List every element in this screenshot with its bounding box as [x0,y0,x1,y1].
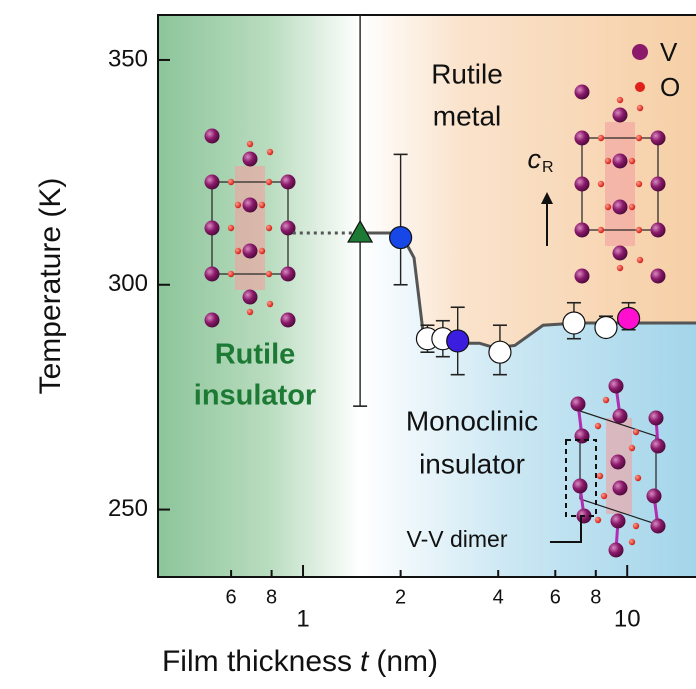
x-tick-label: 6 [226,586,237,608]
x-tick-label: 4 [493,586,504,608]
annotation: V-V dimer [407,526,508,552]
y-tick-label: 350 [108,45,148,72]
annotation: insulator [194,380,316,412]
annotation: Monoclinic [406,405,538,436]
y-tick-label: 300 [108,270,148,297]
x-tick-label: 8 [590,586,601,608]
y-tick-label: 250 [108,495,148,522]
x-axis-title-part: t [360,645,370,678]
marker-circle [563,312,585,334]
x-tick-label: 1 [296,605,309,632]
marker-circle [447,330,469,352]
x-axis-title-part: (nm) [376,645,438,678]
legend-label: O [660,72,680,102]
axis-label-c: c [528,144,542,174]
annotation: Rutile [431,58,503,89]
marker-circle [618,307,640,329]
annotation: Rutile [215,339,296,371]
x-tick-label: 6 [550,586,561,608]
x-axis-title-part: Film thickness [162,645,352,678]
region-rutile-insulator [158,15,360,577]
marker-circle [595,316,617,338]
marker-circle [489,341,511,363]
marker-circle [390,227,412,249]
chart: 250300350681246810VO Rutile metal Rutile… [0,0,696,689]
legend-label: V [660,37,678,67]
legend-swatch [635,82,645,92]
x-tick-label: 8 [266,586,277,608]
annotation: insulator [419,448,525,479]
x-tick-label: 2 [395,586,406,608]
annotation: metal [433,100,501,131]
y-axis-title: Temperature (K) [34,178,67,395]
x-tick-label: 10 [614,605,641,632]
legend-swatch [632,44,648,60]
axis-label-c-sub: R [542,159,554,176]
